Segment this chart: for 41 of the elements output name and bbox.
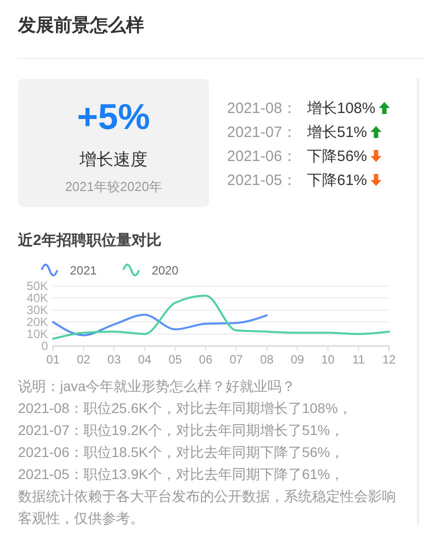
text: 增长速度 bbox=[78, 150, 148, 169]
x-tick-label: 04 bbox=[138, 352, 152, 367]
text: +5% bbox=[76, 96, 150, 137]
text: 2021-05：职位13.9K个，对比去年同期下降了61%， bbox=[18, 466, 344, 482]
x-tick-label: 08 bbox=[260, 352, 274, 367]
chart-title: 近2年招聘职位量对比 bbox=[17, 232, 162, 249]
text: 2021-07：职位19.2K个，对比去年同期增长了51%， bbox=[18, 422, 344, 438]
x-tick-label: 05 bbox=[168, 352, 182, 367]
text: 下降56% bbox=[307, 148, 368, 165]
text: 增长108% bbox=[306, 100, 376, 117]
x-tick-label: 06 bbox=[199, 352, 213, 367]
legend-label: 2021 bbox=[70, 264, 98, 278]
y-tick-label: 20K bbox=[26, 314, 48, 329]
text: 数据统计依赖于各大平台发布的公开数据，系统稳定性会影响客观性，仅供参考。 bbox=[18, 488, 396, 526]
y-tick-label: 50K bbox=[26, 278, 48, 293]
x-tick-label: 07 bbox=[230, 352, 244, 367]
line-series bbox=[52, 314, 268, 336]
x-tick-label: 01 bbox=[46, 352, 60, 367]
y-tick-label: 0 bbox=[41, 338, 48, 353]
x-tick-label: 09 bbox=[290, 352, 304, 367]
text: 2021-08： bbox=[227, 100, 298, 117]
x-tick-label: 12 bbox=[382, 352, 396, 367]
y-tick-label: 10K bbox=[26, 326, 48, 341]
text: 2021-06：职位18.5K个，对比去年同期下降了56%， bbox=[18, 444, 344, 460]
x-tick-label: 10 bbox=[321, 352, 335, 367]
text: 增长51% bbox=[306, 124, 368, 141]
legend-label: 2020 bbox=[152, 264, 179, 278]
line-series bbox=[52, 294, 390, 340]
y-tick-label: 30K bbox=[26, 302, 48, 317]
x-tick-label: 03 bbox=[107, 352, 122, 367]
y-tick-label: 40K bbox=[26, 290, 48, 305]
text: 下降61% bbox=[307, 172, 368, 189]
x-tick-label: 11 bbox=[352, 352, 366, 367]
text: 说明：java今年就业形势怎么样？好就业吗？ bbox=[18, 378, 296, 394]
text: 2021-06： bbox=[227, 148, 298, 165]
text: 2021-08：职位25.6K个，对比去年同期增长了108%， bbox=[18, 400, 352, 416]
text: 发展前景怎么样 bbox=[17, 15, 144, 35]
x-tick-label: 02 bbox=[76, 352, 91, 367]
text: 2021-07： bbox=[227, 124, 298, 141]
text: 2021-05： bbox=[227, 172, 298, 189]
text: 2021年较2020年 bbox=[65, 179, 162, 194]
